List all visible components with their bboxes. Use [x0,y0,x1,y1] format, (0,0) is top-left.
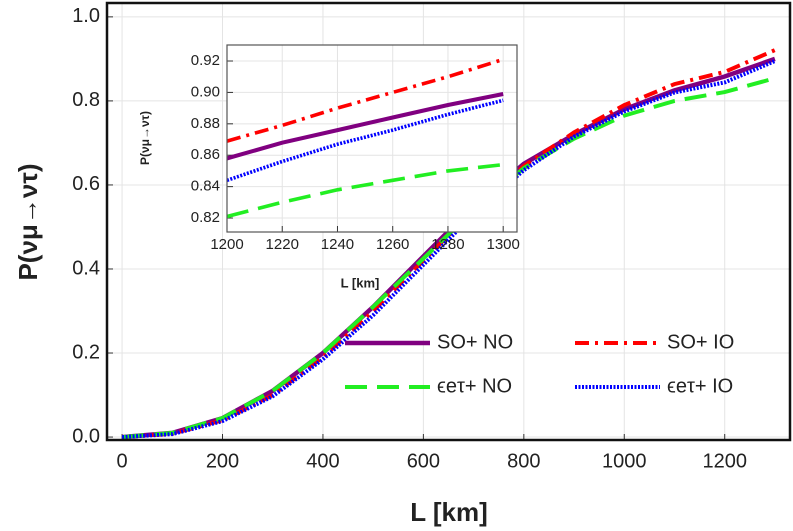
x-tick-label: 400 [306,450,339,472]
y-tick-label: 0.90 [191,83,220,100]
y-tick-label: 0.82 [191,209,220,226]
x-tick-label: 200 [206,450,239,472]
legend-label: SO+ NO [437,331,513,353]
y-axis-label: P(νμ→ντ) [138,111,152,165]
y-tick-label: 0.92 [191,52,220,69]
x-tick-label: 1200 [210,236,243,253]
y-tick-label: 0.0 [72,425,100,447]
legend-label: SO+ IO [667,331,734,353]
x-axis-label: L [km] [341,275,380,290]
plot-frame [105,1,792,442]
x-tick-label: 1240 [321,236,354,253]
y-tick-label: 1.0 [72,5,100,27]
plot-background [227,45,517,232]
y-tick-label: 0.2 [72,341,100,363]
x-tick-label: 1200 [702,450,747,472]
y-tick-label: 0.8 [72,89,100,111]
x-tick-label: 1000 [602,450,647,472]
series-line [227,92,504,161]
y-tick-label: 0.86 [191,146,220,163]
y-axis-label: P(νμ→ντ) [13,163,43,280]
y-tick-label: 0.4 [72,257,100,279]
series-line [227,162,504,219]
legend-label: ϵeτ+ IO [667,375,733,397]
y-tick-label: 0.88 [191,115,220,132]
x-tick-label: 800 [507,450,540,472]
x-tick-label: 0 [117,450,128,472]
plot-frame [226,44,518,233]
x-tick-label: 600 [407,450,440,472]
x-axis-label: L [km] [410,497,488,527]
series-line [121,76,776,440]
inset-chart: 0.82 0.84 0.86 0.88 0.90 0.92 1200 1220 1240 1260… [138,44,520,290]
y-tick-label: 0.84 [191,178,220,195]
series-line [227,57,504,143]
x-tick-label: 1280 [431,236,464,253]
x-tick-label: 1300 [487,236,520,253]
x-tick-label: 1260 [376,236,409,253]
series-line [227,98,504,183]
y-tick-label: 0.6 [72,173,100,195]
legend-label: ϵeτ+ NO [437,375,512,397]
x-tick-label: 1220 [266,236,299,253]
